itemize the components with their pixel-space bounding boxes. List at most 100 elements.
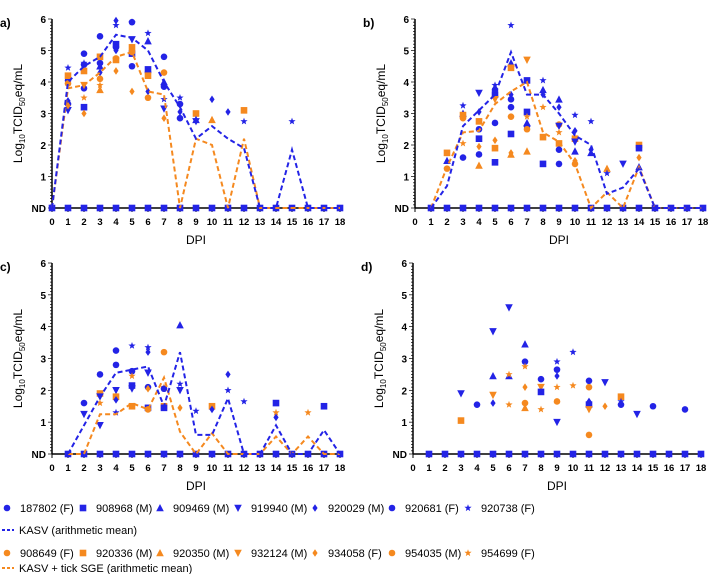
data-point-circle bbox=[585, 377, 593, 385]
data-point-circle bbox=[521, 399, 529, 407]
y-tick-label: 3 bbox=[40, 355, 46, 366]
x-tick-label: 13 bbox=[616, 463, 627, 474]
data-point-circle bbox=[491, 119, 499, 127]
legend-marker-circle bbox=[388, 549, 396, 557]
y-tick-label: 1 bbox=[403, 173, 409, 184]
data-point-circle bbox=[144, 94, 152, 102]
nd-marker bbox=[523, 204, 531, 212]
data-point-square bbox=[507, 64, 515, 72]
legend-label: 920681 (F) bbox=[405, 503, 459, 515]
x-axis-title: DPI bbox=[186, 233, 206, 247]
y-tick-label: 5 bbox=[40, 47, 46, 58]
x-tick-label: 12 bbox=[602, 217, 613, 228]
legend-label: 920350 (M) bbox=[173, 548, 229, 560]
data-point-star bbox=[304, 408, 312, 416]
nd-marker bbox=[697, 450, 705, 458]
x-tick-label: 14 bbox=[271, 217, 282, 228]
mean-line-kasv bbox=[67, 351, 341, 455]
legend-marker-triangle bbox=[156, 504, 164, 512]
data-point-star bbox=[80, 94, 88, 101]
x-tick-label: 12 bbox=[239, 463, 250, 474]
data-point-star bbox=[128, 342, 136, 349]
data-point-triangle bbox=[96, 85, 104, 94]
x-tick-label: 1 bbox=[65, 217, 71, 228]
data-point-triangle bbox=[555, 95, 563, 103]
x-axis-title: DPI bbox=[186, 479, 206, 493]
data-point-star bbox=[569, 348, 577, 356]
data-point-diamond bbox=[145, 348, 151, 356]
legend-item: 920029 (M) bbox=[312, 503, 384, 515]
nd-marker bbox=[555, 204, 563, 212]
data-point-diamond bbox=[129, 87, 135, 96]
data-point-triangle-down bbox=[112, 387, 120, 395]
data-point-circle bbox=[555, 160, 563, 168]
data-point-square bbox=[192, 110, 200, 117]
data-point-triangle bbox=[521, 403, 529, 412]
y-tick-label: 6 bbox=[401, 259, 407, 270]
x-tick-label: 15 bbox=[287, 463, 298, 474]
x-tick-label: 13 bbox=[255, 217, 266, 228]
x-tick-label: 17 bbox=[319, 217, 330, 228]
data-point-triangle-down bbox=[505, 304, 513, 312]
nd-marker bbox=[443, 204, 451, 212]
nd-marker bbox=[635, 204, 643, 212]
data-point-diamond bbox=[554, 372, 560, 380]
x-tick-label: 10 bbox=[570, 217, 581, 228]
legend-label: 919940 (M) bbox=[251, 503, 307, 515]
x-axis-title: DPI bbox=[549, 233, 569, 247]
legend-marker-triangle-down bbox=[234, 549, 242, 557]
nd-marker bbox=[64, 204, 72, 212]
data-point-circle bbox=[459, 154, 467, 161]
data-point-star bbox=[459, 139, 467, 147]
x-tick-label: 18 bbox=[335, 463, 346, 474]
data-point-square bbox=[523, 77, 531, 84]
x-tick-label: 7 bbox=[161, 217, 166, 228]
data-point-circle bbox=[507, 96, 515, 103]
data-point-diamond bbox=[145, 384, 151, 393]
y-tick-label: 5 bbox=[401, 291, 407, 302]
data-point-triangle-down bbox=[633, 410, 641, 419]
legend-item: 908968 (M) bbox=[79, 503, 152, 515]
data-point-circle bbox=[160, 69, 168, 76]
data-point-square bbox=[457, 417, 465, 424]
data-point-diamond bbox=[113, 46, 119, 55]
x-tick-label: 6 bbox=[508, 217, 513, 228]
x-tick-label: 6 bbox=[506, 463, 511, 474]
data-point-circle bbox=[521, 358, 529, 365]
data-point-star bbox=[80, 59, 88, 67]
x-tick-label: 11 bbox=[584, 463, 595, 474]
nd-marker bbox=[537, 450, 545, 458]
data-point-star bbox=[553, 357, 561, 365]
nd-marker bbox=[569, 450, 577, 458]
legend-label: 908968 (M) bbox=[96, 503, 152, 515]
x-tick-label: 5 bbox=[490, 463, 496, 474]
x-tick-label: 14 bbox=[271, 463, 282, 474]
data-point-square bbox=[523, 108, 531, 116]
x-tick-label: 15 bbox=[287, 217, 298, 228]
data-point-square bbox=[491, 159, 499, 166]
x-tick-label: 17 bbox=[680, 463, 691, 474]
x-tick-label: 4 bbox=[474, 463, 480, 474]
data-point-triangle bbox=[489, 372, 497, 380]
data-point-triangle bbox=[144, 37, 152, 45]
x-tick-label: 3 bbox=[97, 463, 102, 474]
nd-marker bbox=[160, 450, 168, 458]
legend-marker-diamond bbox=[312, 504, 318, 512]
x-tick-label: 0 bbox=[49, 463, 54, 474]
data-point-triangle-down bbox=[537, 383, 545, 392]
data-point-star bbox=[571, 111, 579, 119]
y-tick-label: 3 bbox=[40, 110, 46, 121]
data-point-diamond bbox=[225, 108, 231, 116]
y-axis-title: Log10TCID50eq/mL bbox=[374, 64, 390, 164]
nd-marker bbox=[619, 204, 627, 212]
data-point-diamond bbox=[81, 109, 87, 118]
data-point-circle bbox=[507, 103, 515, 111]
data-point-star bbox=[539, 76, 547, 84]
data-point-star bbox=[128, 372, 136, 380]
data-point-diamond bbox=[476, 142, 482, 151]
data-point-star bbox=[505, 370, 513, 378]
data-point-triangle-down bbox=[489, 328, 497, 336]
nd-marker bbox=[507, 204, 515, 212]
